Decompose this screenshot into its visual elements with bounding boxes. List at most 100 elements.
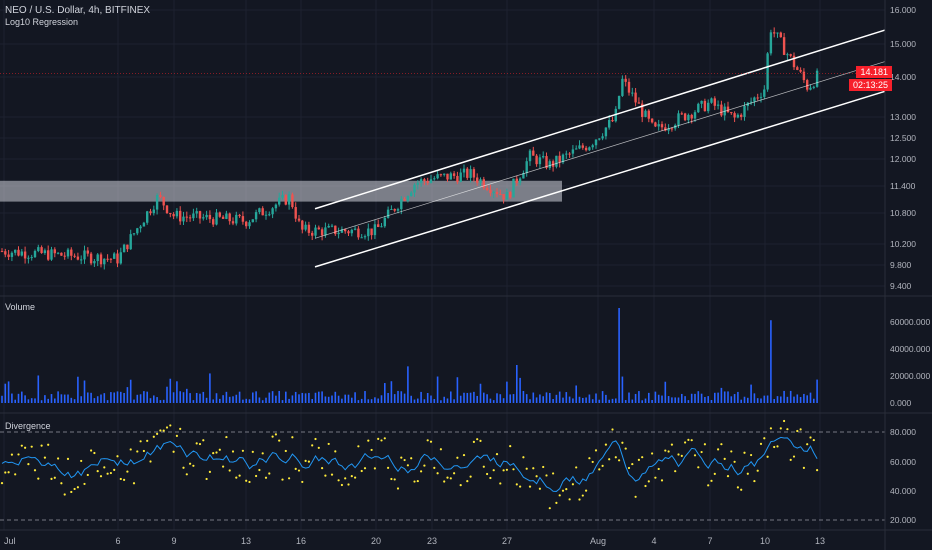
candle-body (598, 138, 601, 140)
volume-bar (162, 399, 165, 403)
candle-body (129, 234, 132, 250)
volume-bar (73, 399, 76, 403)
volume-bar (120, 391, 122, 403)
volume-bar (209, 373, 211, 403)
volume-bar (753, 393, 756, 403)
candle-body (33, 250, 37, 258)
volume-bar (364, 391, 366, 403)
candle-body (245, 221, 248, 227)
volume-bar (354, 392, 356, 403)
volume-bar (417, 398, 419, 403)
volume-bar (232, 396, 234, 403)
volume-bar (446, 398, 449, 403)
volume-bar (139, 394, 142, 403)
candle-body (287, 194, 291, 205)
divergence-dot (340, 483, 343, 487)
volume-bar (661, 395, 663, 403)
volume-bar (687, 400, 690, 403)
volume-bar (47, 398, 49, 403)
volume-bar (265, 397, 267, 403)
volume-bar (397, 390, 399, 403)
divergence-dot (189, 462, 192, 465)
volume-bar (351, 397, 353, 403)
divergence-dot (195, 442, 198, 445)
candle-body (20, 251, 23, 256)
volume-bar (506, 381, 508, 403)
divergence-dot (565, 487, 568, 491)
candle-body (261, 208, 264, 216)
divergence-dot (472, 440, 475, 443)
volume-bar (285, 391, 287, 403)
candle-body (769, 32, 773, 54)
volume-bar (522, 391, 525, 403)
candle-body (743, 105, 746, 117)
divergence-dot (753, 479, 756, 483)
volume-bar (133, 399, 135, 403)
divergence-dot (806, 443, 809, 446)
divergence-dot (476, 438, 479, 441)
volume-bar (14, 399, 16, 403)
divergence-dot (571, 483, 575, 486)
candle-body (591, 145, 594, 148)
volume-bar (1, 395, 3, 403)
volume-bar (760, 398, 762, 403)
divergence-dot (545, 474, 548, 477)
volume-bar (60, 394, 63, 403)
time-tick-label: 10 (760, 536, 770, 546)
candle-body (641, 103, 644, 117)
volume-bar (436, 376, 439, 403)
candle-body (608, 120, 611, 128)
divergence-dot (152, 435, 155, 438)
candle-body (792, 55, 796, 68)
volume-bar (11, 393, 13, 403)
candle-body (561, 154, 565, 163)
divergence-dot (218, 448, 221, 451)
divergence-dot (489, 476, 492, 480)
divergence-line (1, 436, 818, 492)
volume-bar (63, 394, 66, 403)
candle-body (27, 257, 30, 259)
volume-bar (648, 392, 650, 403)
candle-body (406, 196, 410, 201)
volume-bar (199, 393, 201, 403)
divergence-dot (703, 443, 707, 446)
volume-bar (674, 397, 676, 403)
volume-bar (707, 396, 709, 403)
volume-bar (466, 392, 469, 403)
volume-bar (743, 396, 746, 403)
volume-bar (324, 396, 327, 403)
divergence-dot (347, 483, 350, 486)
candle-body (271, 208, 274, 215)
candle-body (436, 174, 439, 179)
volume-bar (423, 399, 426, 403)
candle-body (413, 184, 416, 193)
volume-bar (40, 400, 43, 403)
candle-body (297, 218, 301, 221)
divergence-dot (631, 462, 634, 466)
divergence-dot (76, 486, 79, 489)
divergence-dot (70, 490, 73, 494)
candle-body (119, 252, 122, 264)
volume-bar (704, 396, 706, 403)
candle-body (766, 53, 769, 90)
candle-body (617, 95, 621, 109)
candle-body (654, 122, 657, 127)
candle-body (452, 173, 456, 176)
divergence-tick-label: 60.000 (890, 457, 916, 467)
candle-body (291, 194, 294, 208)
candle-body (188, 217, 192, 219)
divergence-dot (129, 448, 132, 451)
symbol-title[interactable]: NEO / U.S. Dollar, 4h, BITFINEX (5, 5, 151, 16)
divergence-dot (182, 466, 185, 469)
candle-body (502, 194, 505, 200)
indicator-label[interactable]: Log10 Regression (5, 17, 79, 27)
divergence-dot (453, 472, 456, 475)
volume-bar (555, 394, 558, 403)
candle-body (485, 187, 489, 190)
divergence-dot (462, 453, 466, 457)
last-price-badge: 14.181 (856, 66, 892, 78)
divergence-dot (103, 466, 106, 469)
candle-body (584, 147, 588, 151)
volume-bar (786, 396, 789, 403)
